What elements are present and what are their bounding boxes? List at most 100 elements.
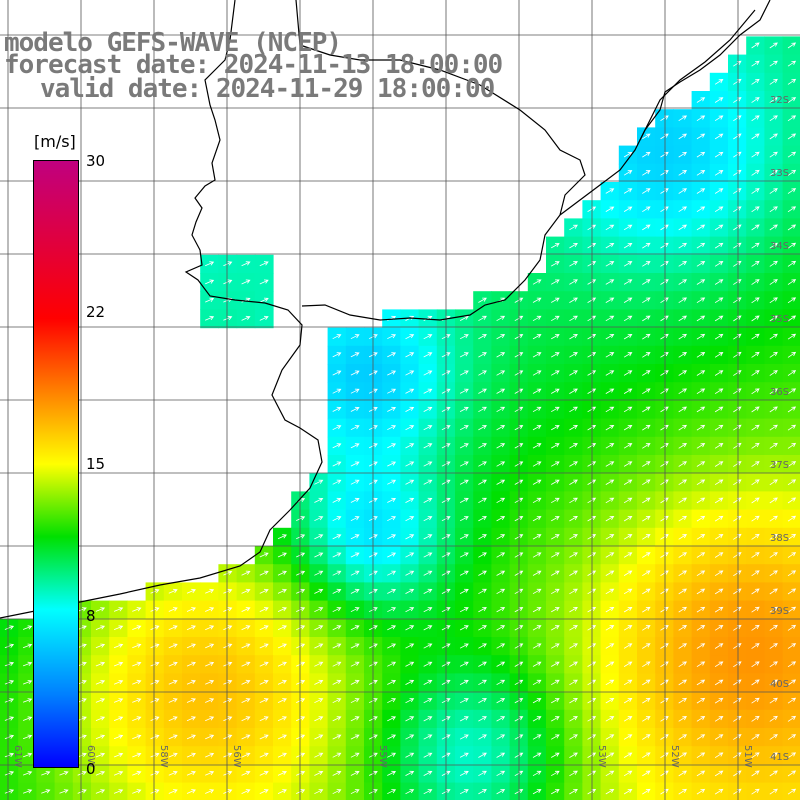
wind-arrow	[387, 534, 397, 540]
wind-cell	[546, 564, 565, 583]
wind-arrow	[696, 297, 706, 304]
lat-label: 33S	[770, 168, 789, 179]
wind-cell	[473, 746, 492, 765]
wind-cell	[618, 728, 638, 747]
wind-cell	[691, 527, 711, 547]
wind-cell	[473, 764, 492, 784]
wind-cell	[764, 618, 784, 638]
wind-arrow	[496, 370, 506, 376]
wind-cell	[746, 746, 765, 765]
wind-arrow	[496, 734, 506, 740]
wind-arrow	[769, 715, 778, 722]
wind-arrow	[22, 643, 33, 649]
wind-arrow	[95, 752, 106, 758]
wind-arrow	[241, 279, 251, 285]
wind-cell	[491, 709, 511, 729]
wind-arrow	[623, 697, 633, 704]
wind-arrow	[714, 224, 724, 231]
wind-cell	[382, 655, 401, 674]
wind-arrow	[332, 534, 342, 540]
wind-arrow	[787, 424, 797, 431]
wind-arrow	[623, 406, 633, 413]
wind-cell	[527, 364, 547, 383]
wind-arrow	[714, 370, 724, 376]
wind-cell	[418, 327, 438, 347]
wind-arrow	[714, 497, 724, 504]
wind-cell	[327, 709, 347, 729]
wind-arrow	[405, 425, 415, 431]
wind-cell	[455, 546, 474, 565]
wind-arrow	[259, 315, 269, 321]
wind-arrow	[623, 606, 633, 613]
wind-arrow	[332, 716, 342, 722]
wind-cell	[564, 600, 583, 620]
wind-arrow	[678, 370, 688, 376]
wind-cell	[455, 655, 474, 674]
wind-arrow	[459, 607, 469, 613]
wind-cell	[764, 182, 784, 201]
wind-cell	[455, 564, 474, 583]
wind-cell	[473, 691, 492, 711]
wind-arrow	[787, 734, 797, 740]
wind-cell	[691, 236, 711, 256]
wind-arrow	[459, 625, 469, 631]
wind-arrow	[532, 607, 542, 613]
wind-arrow	[587, 352, 597, 358]
wind-cell	[400, 455, 420, 474]
wind-cell	[673, 673, 693, 693]
wind-arrow	[569, 643, 578, 649]
wind-arrow	[4, 680, 15, 685]
wind-arrow	[751, 351, 760, 358]
wind-arrow	[113, 661, 124, 667]
lon-label: 53W	[596, 745, 607, 768]
wind-arrow	[605, 770, 615, 777]
wind-arrow	[569, 315, 578, 322]
wind-arrow	[569, 515, 578, 522]
wind-arrow	[423, 770, 433, 776]
wind-cell	[709, 691, 729, 711]
wind-cell	[345, 709, 365, 729]
wind-arrow	[350, 461, 360, 467]
wind-arrow	[678, 588, 688, 595]
wind-cell	[728, 728, 747, 747]
wind-cell	[691, 200, 711, 219]
wind-cell	[637, 546, 656, 565]
wind-arrow	[587, 570, 597, 576]
wind-cell	[618, 273, 638, 292]
wind-arrow	[22, 625, 33, 630]
wind-arrow	[496, 716, 506, 722]
wind-arrow	[696, 479, 706, 486]
wind-arrow	[751, 679, 760, 686]
wind-arrow	[387, 625, 397, 631]
wind-arrow	[405, 679, 415, 685]
wind-cell	[327, 655, 347, 674]
wind-arrow	[769, 406, 778, 413]
wind-arrow	[623, 770, 633, 777]
wind-cell	[455, 527, 474, 547]
lat-label: 40S	[770, 679, 789, 690]
wind-cell	[764, 455, 784, 474]
wind-arrow	[423, 789, 433, 795]
wind-cell	[728, 709, 747, 729]
wind-cell	[728, 491, 747, 511]
wind-cell	[673, 600, 693, 620]
wind-arrow	[623, 352, 633, 358]
wind-cell	[418, 509, 438, 529]
wind-cell	[637, 509, 656, 529]
wind-arrow	[423, 661, 433, 667]
wind-cell	[491, 746, 511, 765]
wind-cell	[546, 764, 565, 784]
wind-arrow	[678, 661, 688, 668]
wind-arrow	[168, 770, 178, 776]
wind-arrow	[605, 443, 615, 449]
wind-cell	[491, 309, 511, 329]
wind-arrow	[532, 679, 542, 686]
wind-cell	[455, 764, 474, 784]
wind-arrow	[660, 151, 669, 158]
wind-arrow	[623, 443, 633, 449]
wind-arrow	[205, 661, 215, 667]
wind-arrow	[678, 606, 688, 613]
wind-cell	[327, 455, 347, 474]
wind-arrow	[22, 680, 33, 685]
wind-arrow	[769, 552, 778, 558]
